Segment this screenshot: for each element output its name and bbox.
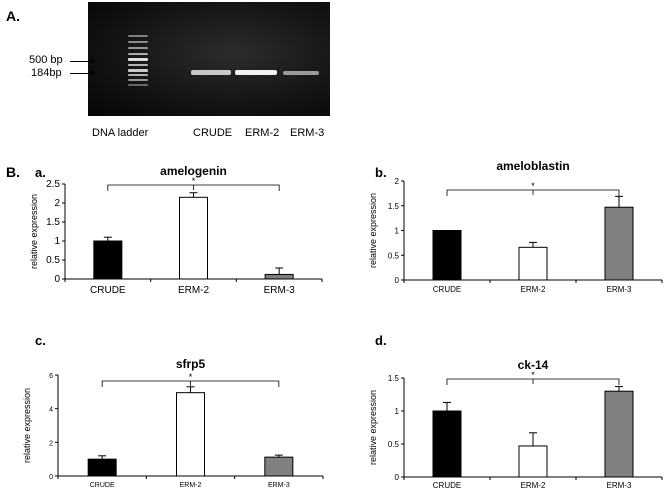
category-label: ERM-3: [264, 285, 296, 296]
arrow-icon: [70, 70, 96, 76]
bar: [93, 240, 123, 280]
y-tick-label: 2.5: [46, 179, 60, 190]
y-tick-label: 1.5: [388, 202, 400, 211]
y-tick-label: 6: [49, 373, 53, 380]
ladder-band: [128, 69, 148, 72]
ladder-band: [128, 58, 148, 61]
gel-image: [88, 2, 330, 116]
category-label: ERM-3: [607, 285, 632, 294]
lane-label-erm3: ERM-3: [290, 127, 325, 139]
y-tick-label: 0: [395, 276, 400, 285]
category-label: CRUDE: [90, 285, 126, 296]
ladder-band: [128, 84, 148, 86]
y-tick-label: 1.5: [388, 374, 400, 383]
chart-d-sublabel: d.: [375, 333, 387, 348]
chart-title: amelogenin: [160, 164, 227, 178]
y-tick-label: 1: [395, 407, 400, 416]
y-tick-label: 2: [49, 440, 53, 447]
bar: [264, 273, 294, 280]
panel-b-label: B.: [6, 164, 20, 180]
ladder-band: [128, 47, 148, 49]
category-label: CRUDE: [433, 285, 461, 294]
marker-184bp: 184bp: [31, 67, 62, 79]
ladder-band: [128, 64, 148, 66]
lane-label-erm2: ERM-2: [245, 127, 280, 139]
y-tick-label: 1: [395, 227, 400, 236]
sfrp5-chart: sfrp5 relative expression 0 2 4 6 CRUDE ERM-2 ER…: [22, 357, 324, 489]
significance-marker: *: [531, 370, 535, 380]
ladder-band: [128, 79, 148, 81]
chart-title: ameloblastin: [496, 159, 569, 173]
panel-a-label: A.: [6, 8, 20, 24]
significance-marker: *: [531, 181, 535, 191]
y-tick-label: 1.5: [46, 217, 60, 228]
bar: [432, 410, 462, 478]
category-label: ERM-3: [268, 482, 290, 489]
crude-band: [191, 70, 231, 75]
chart-a-sublabel: a.: [35, 165, 46, 180]
bar: [604, 390, 634, 478]
category-label: ERM-2: [521, 481, 546, 489]
chart-title: sfrp5: [176, 357, 206, 371]
y-tick-label: 0.5: [46, 255, 60, 266]
y-axis-label: relative expression: [22, 388, 32, 463]
ladder-band: [128, 53, 148, 55]
y-tick-label: 0: [54, 274, 60, 285]
lane-label-crude: CRUDE: [193, 127, 233, 139]
chart-b-sublabel: b.: [375, 165, 387, 180]
amelogenin-chart: amelogenin relative expression 0 0.5 1 1.5 2 2.…: [29, 164, 323, 296]
significance-marker: *: [189, 372, 193, 382]
erm3-band: [283, 71, 319, 75]
bar: [432, 230, 462, 281]
arrow-icon: [70, 58, 96, 64]
y-tick-label: 0: [395, 473, 400, 482]
y-tick-label: 0.5: [388, 440, 400, 449]
bar: [518, 445, 548, 478]
marker-500bp: 500 bp: [29, 54, 63, 66]
significance-marker: *: [192, 176, 196, 186]
y-axis-label: relative expression: [29, 194, 39, 269]
y-tick-label: 0.5: [388, 251, 400, 260]
erm2-band: [235, 70, 277, 75]
ladder-band: [128, 35, 148, 37]
ladder-band: [128, 41, 148, 43]
y-axis-label: relative expression: [368, 193, 378, 268]
chart-title: ck-14: [518, 358, 549, 372]
y-tick-label: 2: [54, 198, 60, 209]
category-label: ERM-2: [521, 285, 546, 294]
bar: [179, 196, 208, 280]
bar: [264, 456, 294, 477]
y-tick-label: 0: [49, 474, 53, 481]
y-axis-label: relative expression: [368, 390, 378, 465]
category-label: CRUDE: [90, 482, 115, 489]
bar: [176, 392, 205, 477]
category-label: ERM-2: [178, 285, 210, 296]
category-label: ERM-2: [180, 482, 202, 489]
ladder-band: [128, 74, 148, 76]
y-tick-label: 4: [49, 407, 53, 414]
lane-label-ladder: DNA ladder: [92, 127, 149, 139]
category-label: CRUDE: [433, 481, 461, 489]
ameloblastin-chart: ameloblastin relative expression 0 0.5 1 1.5 2…: [368, 159, 663, 294]
y-tick-label: 1: [54, 236, 60, 247]
category-label: ERM-3: [607, 481, 632, 489]
bar: [87, 458, 117, 477]
bar: [604, 206, 634, 281]
chart-c-sublabel: c.: [35, 333, 46, 348]
bar: [518, 246, 548, 281]
y-tick-label: 2: [395, 177, 400, 186]
ck-14-chart: ck-14 relative expression 0 0.5 1 1.5 CRUDE ERM…: [368, 358, 663, 489]
